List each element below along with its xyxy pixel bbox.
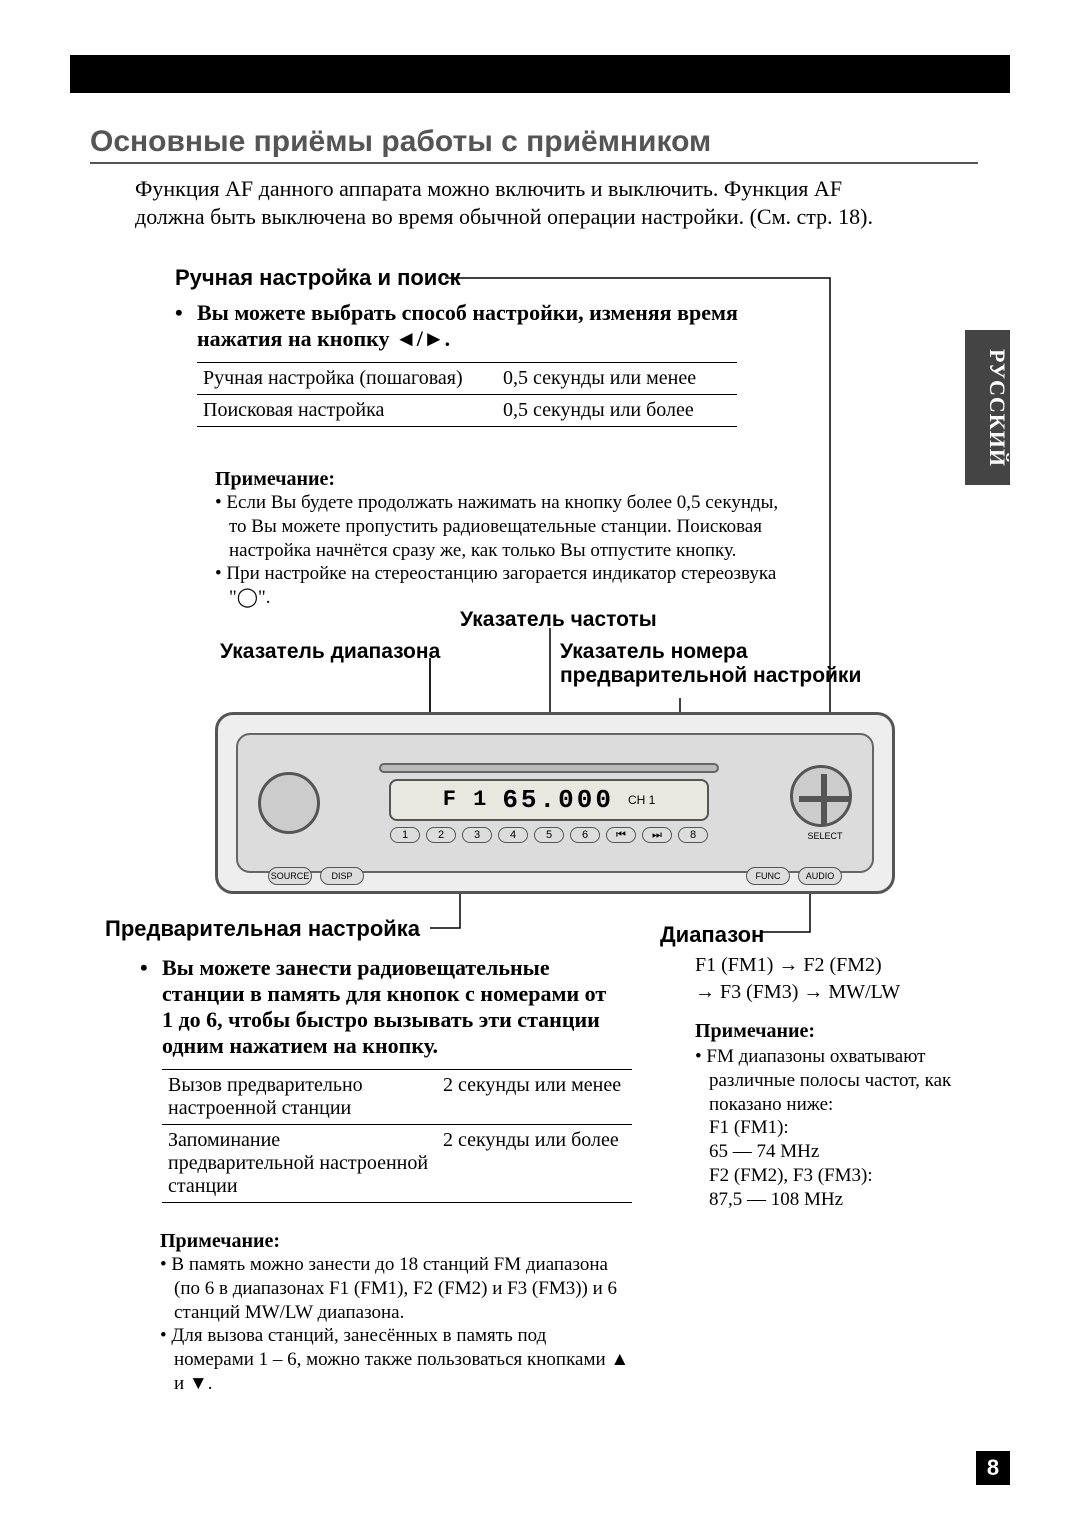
preset-body: • Вы можете занести радиовещательные ста… bbox=[140, 955, 620, 1203]
table-cell: Поисковая настройка bbox=[197, 395, 497, 427]
lcd-band: F 1 bbox=[443, 789, 489, 811]
note-item: В память можно занести до 18 станций FM … bbox=[160, 1253, 630, 1324]
title-rule bbox=[90, 162, 978, 164]
table-row: Ручная настройка (пошаговая) 0,5 секунды… bbox=[197, 363, 737, 395]
note-item: При настройке на стереостанцию загораетс… bbox=[215, 562, 795, 610]
left-knob bbox=[258, 772, 320, 834]
manual-tuning-body: • Вы можете выбрать способ настройки, из… bbox=[175, 300, 805, 427]
band-heading: Диапазон bbox=[660, 922, 764, 948]
page-title: Основные приёмы работы с приёмником bbox=[90, 125, 711, 159]
table-cell: Ручная настройка (пошаговая) bbox=[197, 363, 497, 395]
preset-button: ⏭ bbox=[642, 827, 672, 843]
select-label: SELECT bbox=[807, 831, 842, 841]
bullet-dot: • bbox=[140, 955, 162, 1059]
source-pill: SOURCE bbox=[268, 867, 312, 885]
preset-button: 4 bbox=[498, 827, 528, 843]
preset-button: 2 bbox=[426, 827, 456, 843]
lcd-channel: CH 1 bbox=[628, 794, 655, 806]
table-cell: 2 секунды или менее bbox=[437, 1070, 632, 1125]
band-sequence-1: F1 (FM1) → F2 (FM2) bbox=[695, 952, 995, 979]
callout-preset: Указатель номера предварительной настрой… bbox=[560, 640, 880, 688]
band-f1-range: 65 — 74 MHz bbox=[709, 1141, 819, 1162]
note-label: Примечание: bbox=[215, 468, 795, 491]
table-cell: 2 секунды или более bbox=[437, 1125, 632, 1203]
preset-table: Вызов предварительно настроенной станции… bbox=[162, 1069, 632, 1203]
audio-pill: AUDIO bbox=[798, 867, 842, 885]
table-row: Поисковая настройка 0,5 секунды или боле… bbox=[197, 395, 737, 427]
lcd-frequency: 65.000 bbox=[502, 787, 614, 813]
preset-button: 1 bbox=[390, 827, 420, 843]
table-cell: Вызов предварительно настроенной станции bbox=[162, 1070, 437, 1125]
table-cell: 0,5 секунды или более bbox=[497, 395, 737, 427]
preset-button: ⏮ bbox=[606, 827, 636, 843]
table-row: Вызов предварительно настроенной станции… bbox=[162, 1070, 632, 1125]
header-bar bbox=[70, 55, 1010, 93]
note-item: FM диапазоны охватывают различные полосы… bbox=[695, 1045, 995, 1211]
bullet-dot: • bbox=[175, 300, 197, 352]
preset-button-row: 1 2 3 4 5 6 ⏮ ⏭ 8 bbox=[390, 827, 708, 843]
preset-button: 6 bbox=[570, 827, 600, 843]
table-cell: Запоминание предварительной настроенной … bbox=[162, 1125, 437, 1203]
page-number: 8 bbox=[976, 1451, 1010, 1485]
band-body: F1 (FM1) → F2 (FM2) → F3 (FM3) → MW/LW П… bbox=[695, 952, 995, 1211]
radio-diagram: F 1 65.000 CH 1 1 2 3 4 5 6 ⏮ ⏭ 8 bbox=[215, 712, 895, 894]
disp-pill: DISP bbox=[320, 867, 364, 885]
note-item: Для вызова станций, занесённых в память … bbox=[160, 1324, 630, 1395]
func-pill: FUNC bbox=[746, 867, 790, 885]
note-item: Если Вы будете продолжать нажимать на кн… bbox=[215, 491, 795, 562]
lcd-display: F 1 65.000 CH 1 bbox=[389, 779, 709, 821]
band-f23-label: F2 (FM2), F3 (FM3): bbox=[709, 1165, 873, 1186]
manual-tuning-table: Ручная настройка (пошаговая) 0,5 секунды… bbox=[197, 362, 737, 427]
band-note-intro: FM диапазоны охватывают различные полосы… bbox=[706, 1046, 951, 1115]
preset-button: 5 bbox=[534, 827, 564, 843]
note-label: Примечание: bbox=[160, 1230, 630, 1253]
left-pill-row: SOURCE DISP bbox=[268, 867, 364, 885]
table-cell: 0,5 секунды или менее bbox=[497, 363, 737, 395]
manual-tuning-bullet: Вы можете выбрать способ настройки, изме… bbox=[197, 300, 805, 352]
band-sequence-2: → F3 (FM3) → MW/LW bbox=[695, 979, 995, 1006]
preset-button: 8 bbox=[678, 827, 708, 843]
callout-frequency: Указатель частоты bbox=[460, 608, 657, 632]
manual-tuning-heading: Ручная настройка и поиск bbox=[175, 265, 461, 291]
language-tab: РУССКИЙ bbox=[965, 330, 1010, 485]
preset-note: Примечание: В память можно занести до 18… bbox=[160, 1230, 630, 1396]
band-f23-range: 87,5 — 108 MHz bbox=[709, 1189, 843, 1210]
cd-slot bbox=[379, 763, 719, 773]
manual-tuning-note: Примечание: Если Вы будете продолжать на… bbox=[215, 468, 795, 610]
table-row: Запоминание предварительной настроенной … bbox=[162, 1125, 632, 1203]
preset-heading: Предварительная настройка bbox=[105, 916, 420, 942]
preset-bullet: Вы можете занести радиовещательные станц… bbox=[162, 955, 620, 1059]
right-knob bbox=[790, 765, 852, 827]
right-pill-row: FUNC AUDIO bbox=[746, 867, 842, 885]
band-f1-label: F1 (FM1): bbox=[709, 1117, 789, 1138]
intro-paragraph: Функция AF данного аппарата можно включи… bbox=[135, 175, 895, 231]
callout-band: Указатель диапазона bbox=[220, 640, 440, 664]
preset-button: 3 bbox=[462, 827, 492, 843]
note-label: Примечание: bbox=[695, 1018, 995, 1045]
